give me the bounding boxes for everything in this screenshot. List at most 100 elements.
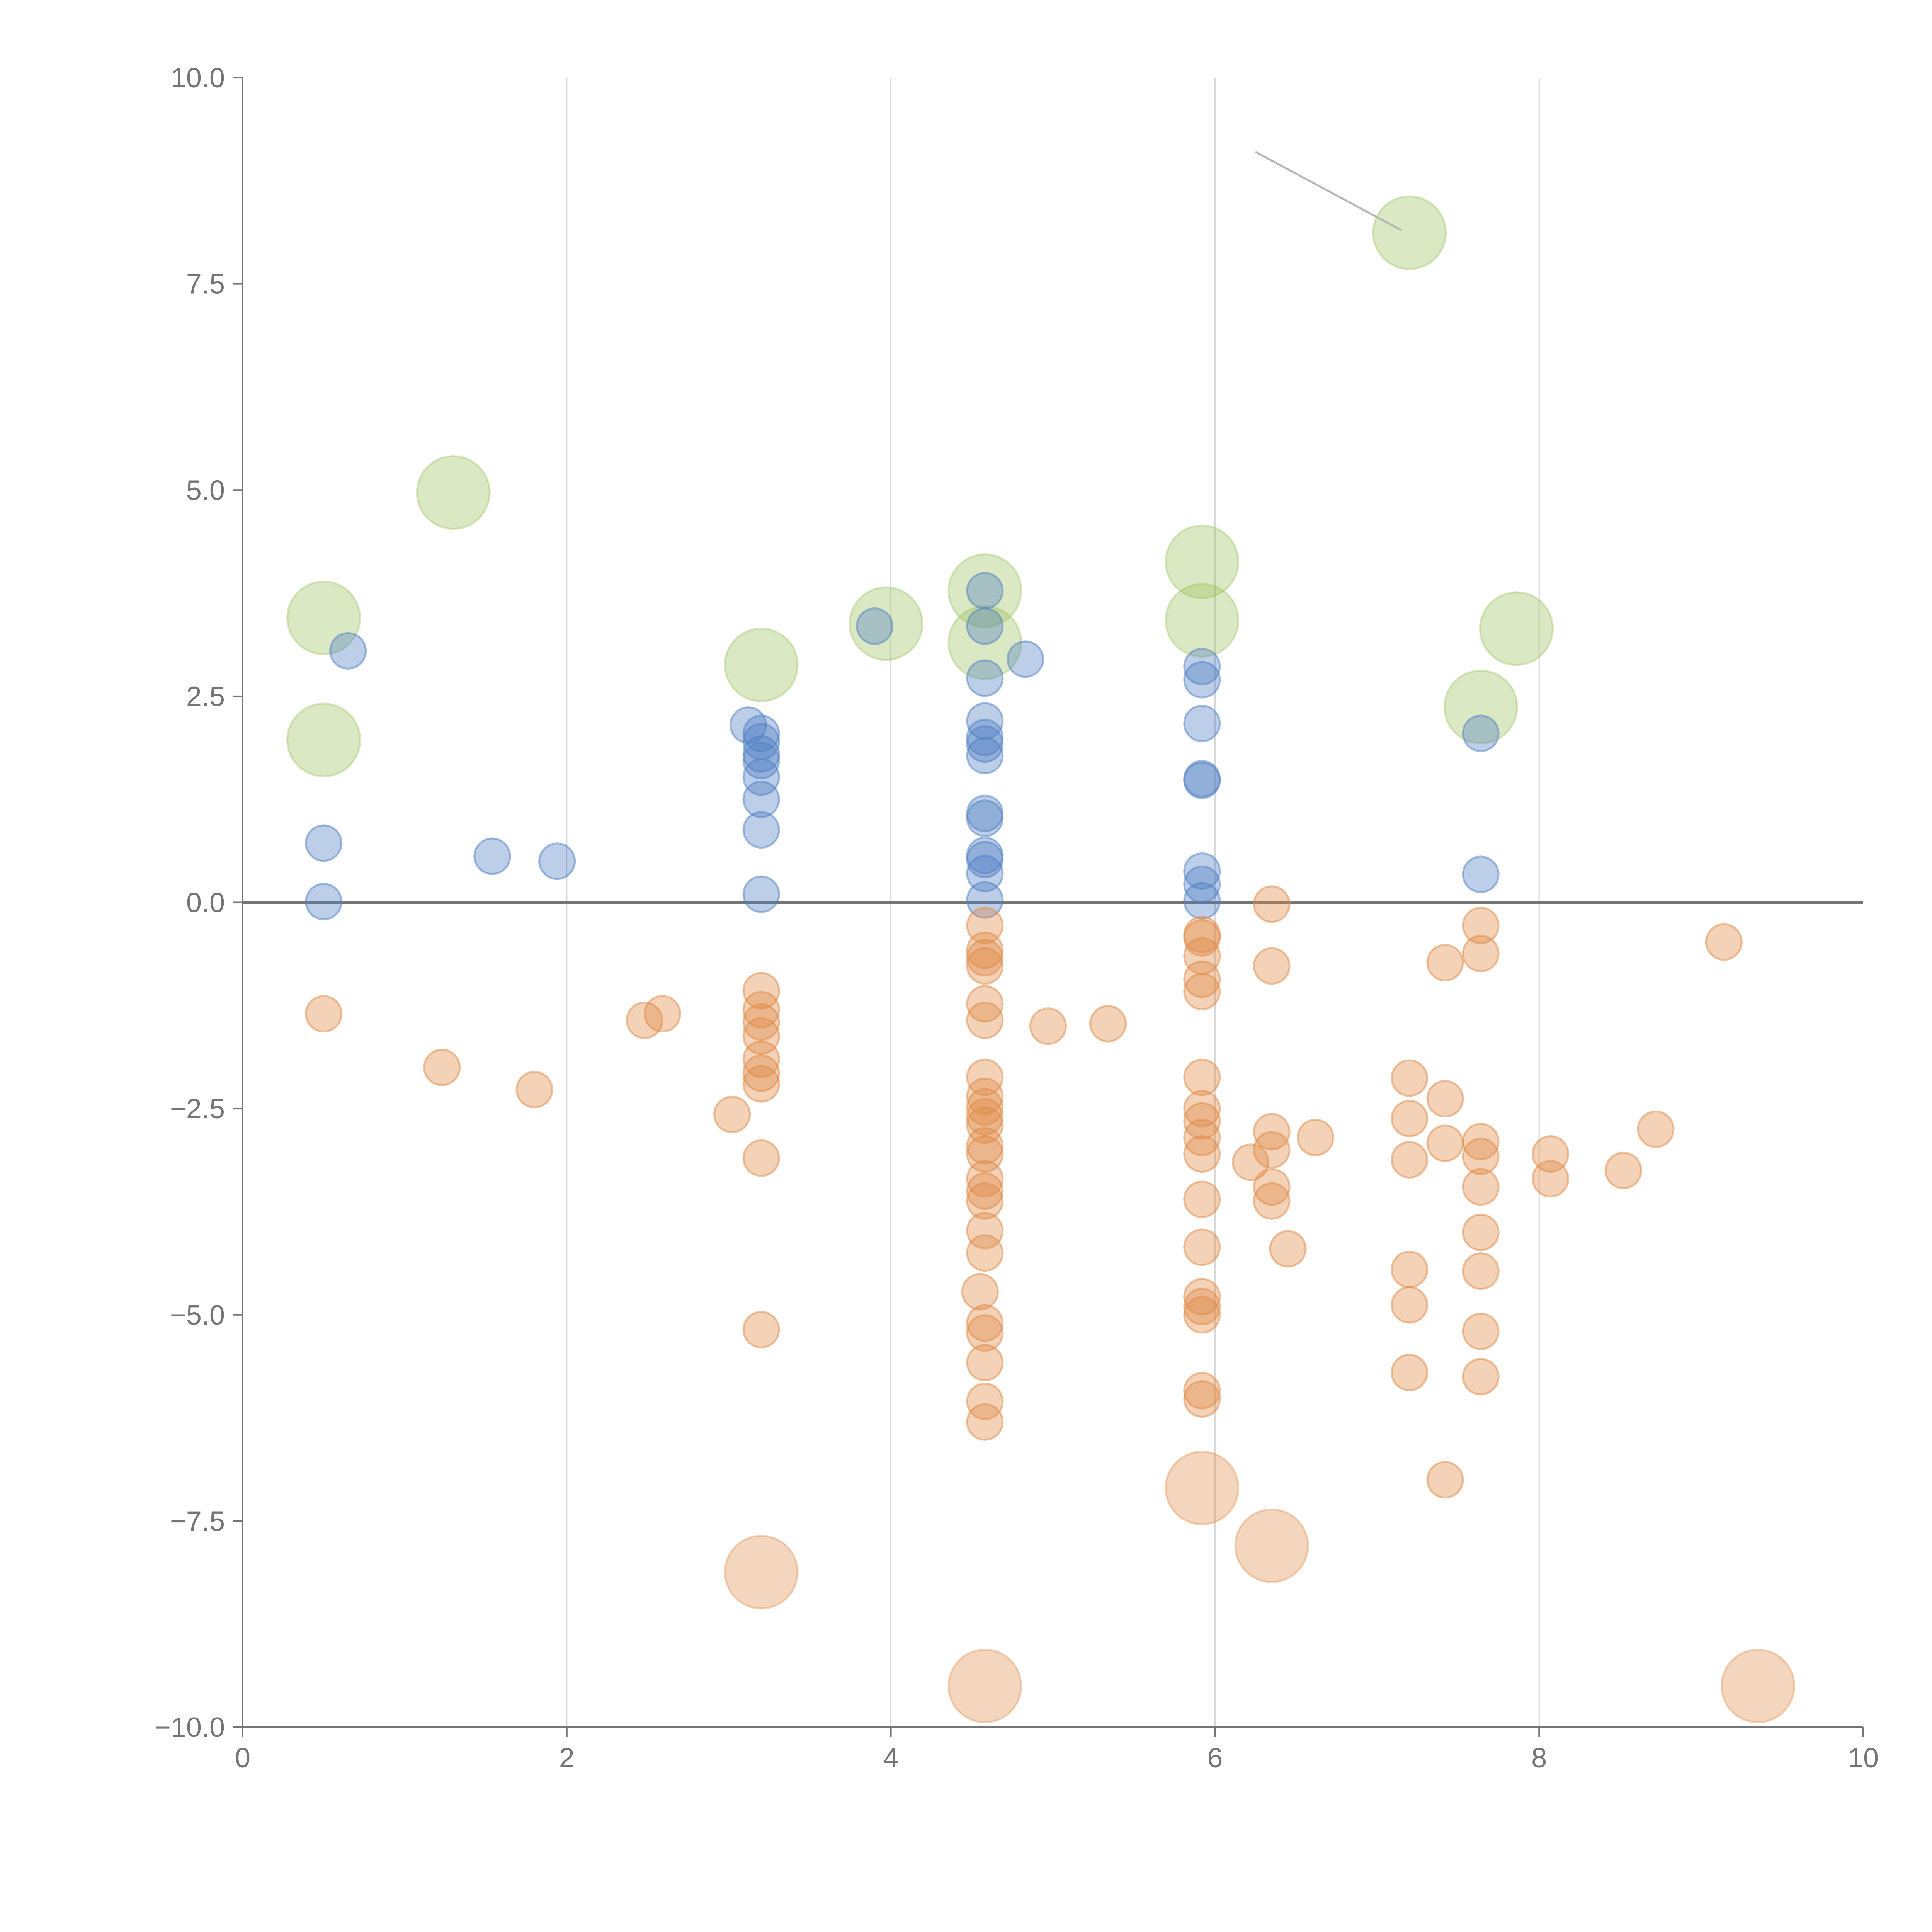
- data-point: [1462, 935, 1500, 973]
- data-point: [947, 1648, 1022, 1723]
- data-point: [966, 1344, 1004, 1382]
- y-tick-label: 2.5: [186, 681, 225, 712]
- data-point: [1165, 1451, 1240, 1526]
- data-point: [742, 972, 780, 1010]
- data-point: [966, 1077, 1004, 1115]
- data-point: [1007, 640, 1044, 678]
- data-point: [947, 553, 1022, 628]
- data-point: [1183, 1102, 1221, 1140]
- y-tick-label: 10.0: [171, 63, 225, 94]
- data-point: [966, 1403, 1004, 1441]
- data-point: [1426, 944, 1464, 981]
- data-point: [1183, 960, 1221, 998]
- data-point: [1426, 1080, 1464, 1118]
- data-point: [1462, 1138, 1500, 1175]
- data-point: [1604, 1151, 1642, 1189]
- data-point: [1462, 906, 1500, 944]
- data-point: [966, 737, 1004, 775]
- data-point: [742, 1065, 780, 1103]
- data-point: [1462, 1252, 1500, 1290]
- data-point: [1183, 866, 1221, 903]
- data-point: [742, 1054, 780, 1092]
- x-tick-label: 8: [1531, 1743, 1547, 1774]
- data-point: [966, 1127, 1004, 1165]
- data-point: [286, 702, 361, 777]
- data-point: [1296, 1119, 1334, 1156]
- data-point: [966, 1304, 1004, 1342]
- data-point: [305, 883, 343, 920]
- data-point: [966, 1098, 1004, 1136]
- data-point: [1462, 1213, 1500, 1251]
- x-tick-label: 4: [883, 1743, 899, 1774]
- data-point: [329, 632, 367, 670]
- data-point: [961, 1273, 999, 1311]
- data-point: [1720, 1648, 1795, 1723]
- annotation-leader-line: [1255, 151, 1402, 231]
- data-point: [1183, 1372, 1221, 1410]
- data-point: [305, 995, 343, 1033]
- y-tick-label: −10.0: [155, 1712, 225, 1743]
- data-point: [1391, 1059, 1429, 1097]
- data-point: [1183, 661, 1221, 699]
- grid-lines: [243, 78, 1863, 1727]
- data-point: [1183, 1380, 1221, 1418]
- data-point: [856, 607, 894, 645]
- data-points: [286, 151, 1795, 1723]
- data-point: [1232, 1143, 1270, 1181]
- data-point: [966, 1058, 1004, 1096]
- data-point: [742, 811, 780, 849]
- data-point: [1183, 1296, 1221, 1334]
- data-point: [742, 991, 780, 1029]
- data-point: [643, 995, 681, 1033]
- data-point: [1391, 1250, 1429, 1288]
- data-point: [1183, 1228, 1221, 1266]
- data-point: [1183, 916, 1221, 954]
- data-point: [423, 1048, 461, 1086]
- x-tick-label: 0: [235, 1743, 250, 1774]
- data-point: [1269, 1230, 1307, 1268]
- data-point: [305, 824, 343, 862]
- data-point: [742, 1003, 780, 1041]
- data-point: [966, 1314, 1004, 1352]
- data-point: [742, 742, 780, 779]
- y-tick-label: −2.5: [170, 1094, 225, 1124]
- data-point: [966, 939, 1004, 977]
- y-tick-label: −7.5: [170, 1506, 225, 1537]
- data-point: [1462, 1358, 1500, 1396]
- data-point: [1372, 195, 1447, 270]
- data-point: [1391, 1286, 1429, 1324]
- data-point: [1253, 1182, 1291, 1220]
- data-point: [966, 1234, 1004, 1272]
- data-point: [1426, 1124, 1464, 1162]
- data-point: [724, 1535, 799, 1610]
- data-point: [1183, 1135, 1221, 1173]
- data-point: [1165, 524, 1240, 599]
- data-point: [1253, 885, 1291, 923]
- data-point: [966, 881, 1004, 919]
- data-point: [1479, 591, 1554, 666]
- data-point: [724, 628, 799, 702]
- data-point: [1391, 1100, 1429, 1138]
- data-point: [538, 842, 576, 880]
- data-point: [742, 1017, 780, 1055]
- data-point: [742, 714, 780, 752]
- data-point: [1462, 714, 1500, 752]
- data-point: [1253, 1168, 1291, 1206]
- y-tick-label: 0.0: [186, 888, 225, 918]
- data-point: [966, 725, 1004, 763]
- data-point: [1705, 923, 1743, 961]
- y-tick-label: −5.0: [170, 1300, 225, 1331]
- data-point: [1183, 1287, 1221, 1325]
- data-point: [713, 1095, 751, 1133]
- data-point: [742, 758, 780, 796]
- data-point: [286, 580, 361, 655]
- data-point: [966, 985, 1004, 1023]
- data-point: [1183, 852, 1221, 890]
- data-point: [966, 1172, 1004, 1210]
- data-point: [1391, 1141, 1429, 1179]
- data-point: [966, 607, 1004, 645]
- data-point: [742, 875, 780, 913]
- data-point: [1183, 973, 1221, 1010]
- data-point: [1183, 1119, 1221, 1156]
